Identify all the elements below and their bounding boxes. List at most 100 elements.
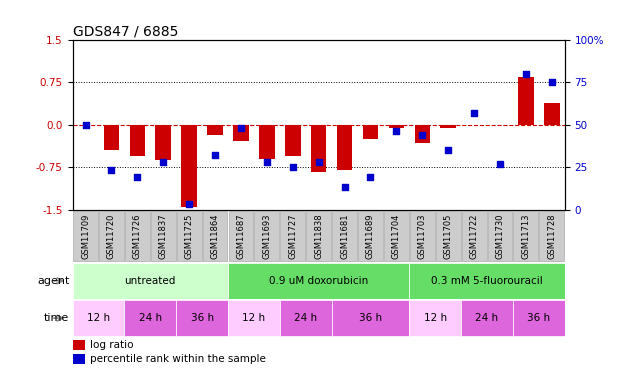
Bar	[73, 354, 85, 364]
Text: 24 h: 24 h	[294, 313, 317, 323]
Point	[314, 159, 324, 165]
Bar	[233, 124, 249, 141]
Bar	[280, 211, 305, 261]
Point	[81, 122, 91, 128]
Bar	[488, 211, 512, 261]
Bar	[125, 211, 150, 261]
Text: GSM11720: GSM11720	[107, 213, 116, 258]
Point	[365, 174, 375, 180]
Bar	[228, 263, 410, 299]
Bar	[177, 211, 201, 261]
Text: 12 h: 12 h	[423, 313, 447, 323]
Bar	[155, 124, 171, 160]
Bar	[440, 124, 456, 128]
Bar	[415, 124, 430, 143]
Bar	[337, 124, 352, 170]
Bar	[228, 300, 280, 336]
Bar	[544, 103, 560, 125]
Bar	[540, 211, 564, 261]
Text: time: time	[44, 313, 69, 323]
Point	[184, 201, 194, 207]
Bar	[73, 340, 85, 350]
Bar	[151, 211, 175, 261]
Bar	[518, 76, 534, 125]
Text: GSM11705: GSM11705	[444, 213, 452, 258]
Bar	[73, 300, 124, 336]
Text: 12 h: 12 h	[242, 313, 266, 323]
Point	[546, 79, 557, 85]
Text: 24 h: 24 h	[476, 313, 498, 323]
Text: untreated: untreated	[124, 276, 176, 286]
Text: GSM11689: GSM11689	[366, 213, 375, 259]
Text: 0.9 uM doxorubicin: 0.9 uM doxorubicin	[269, 276, 369, 286]
Text: log ratio: log ratio	[90, 340, 133, 350]
Bar	[311, 124, 326, 172]
Text: GSM11681: GSM11681	[340, 213, 349, 259]
Bar	[73, 263, 228, 299]
Point	[417, 132, 427, 138]
Text: 36 h: 36 h	[191, 313, 214, 323]
Text: percentile rank within the sample: percentile rank within the sample	[90, 354, 266, 364]
Bar	[99, 211, 124, 261]
Point	[495, 161, 505, 167]
Bar	[410, 300, 461, 336]
Bar	[207, 124, 223, 135]
Bar	[203, 211, 227, 261]
Text: agent: agent	[37, 276, 69, 286]
Text: GSM11693: GSM11693	[262, 213, 271, 259]
Bar	[129, 124, 145, 156]
Bar	[410, 263, 565, 299]
Bar	[384, 211, 409, 261]
Bar	[461, 300, 513, 336]
Point	[133, 174, 143, 180]
Bar	[513, 300, 565, 336]
Point	[339, 184, 350, 190]
Bar	[332, 300, 410, 336]
Text: GSM11709: GSM11709	[81, 213, 90, 258]
Bar	[176, 300, 228, 336]
Bar	[514, 211, 538, 261]
Text: 0.3 mM 5-fluorouracil: 0.3 mM 5-fluorouracil	[431, 276, 543, 286]
Text: GSM11838: GSM11838	[314, 213, 323, 259]
Text: GSM11722: GSM11722	[469, 213, 478, 258]
Text: GSM11725: GSM11725	[185, 213, 194, 258]
Text: 36 h: 36 h	[528, 313, 550, 323]
Text: GSM11713: GSM11713	[521, 213, 531, 259]
Point	[210, 152, 220, 158]
Text: 36 h: 36 h	[359, 313, 382, 323]
Bar	[306, 211, 331, 261]
Text: GDS847 / 6885: GDS847 / 6885	[73, 25, 178, 39]
Text: 24 h: 24 h	[139, 313, 162, 323]
Text: GSM11728: GSM11728	[547, 213, 557, 259]
Text: GSM11703: GSM11703	[418, 213, 427, 259]
Point	[158, 159, 168, 165]
Point	[469, 110, 479, 116]
Bar	[285, 124, 300, 156]
Text: GSM11730: GSM11730	[495, 213, 504, 259]
Bar	[73, 211, 98, 261]
Point	[262, 159, 272, 165]
Point	[236, 125, 246, 131]
Text: GSM11726: GSM11726	[133, 213, 142, 259]
Point	[288, 164, 298, 170]
Bar	[181, 124, 197, 207]
Bar	[389, 124, 404, 128]
Text: GSM11727: GSM11727	[288, 213, 297, 259]
Bar	[280, 300, 332, 336]
Text: GSM11687: GSM11687	[237, 213, 245, 259]
Text: 12 h: 12 h	[87, 313, 110, 323]
Bar	[259, 124, 274, 159]
Text: GSM11837: GSM11837	[159, 213, 168, 259]
Bar	[462, 211, 487, 261]
Text: GSM11864: GSM11864	[211, 213, 220, 259]
Point	[391, 129, 401, 135]
Bar	[410, 211, 435, 261]
Bar	[436, 211, 461, 261]
Bar	[358, 211, 383, 261]
Bar	[124, 300, 176, 336]
Bar	[254, 211, 280, 261]
Bar	[363, 124, 378, 139]
Text: GSM11704: GSM11704	[392, 213, 401, 258]
Point	[521, 71, 531, 77]
Bar	[332, 211, 357, 261]
